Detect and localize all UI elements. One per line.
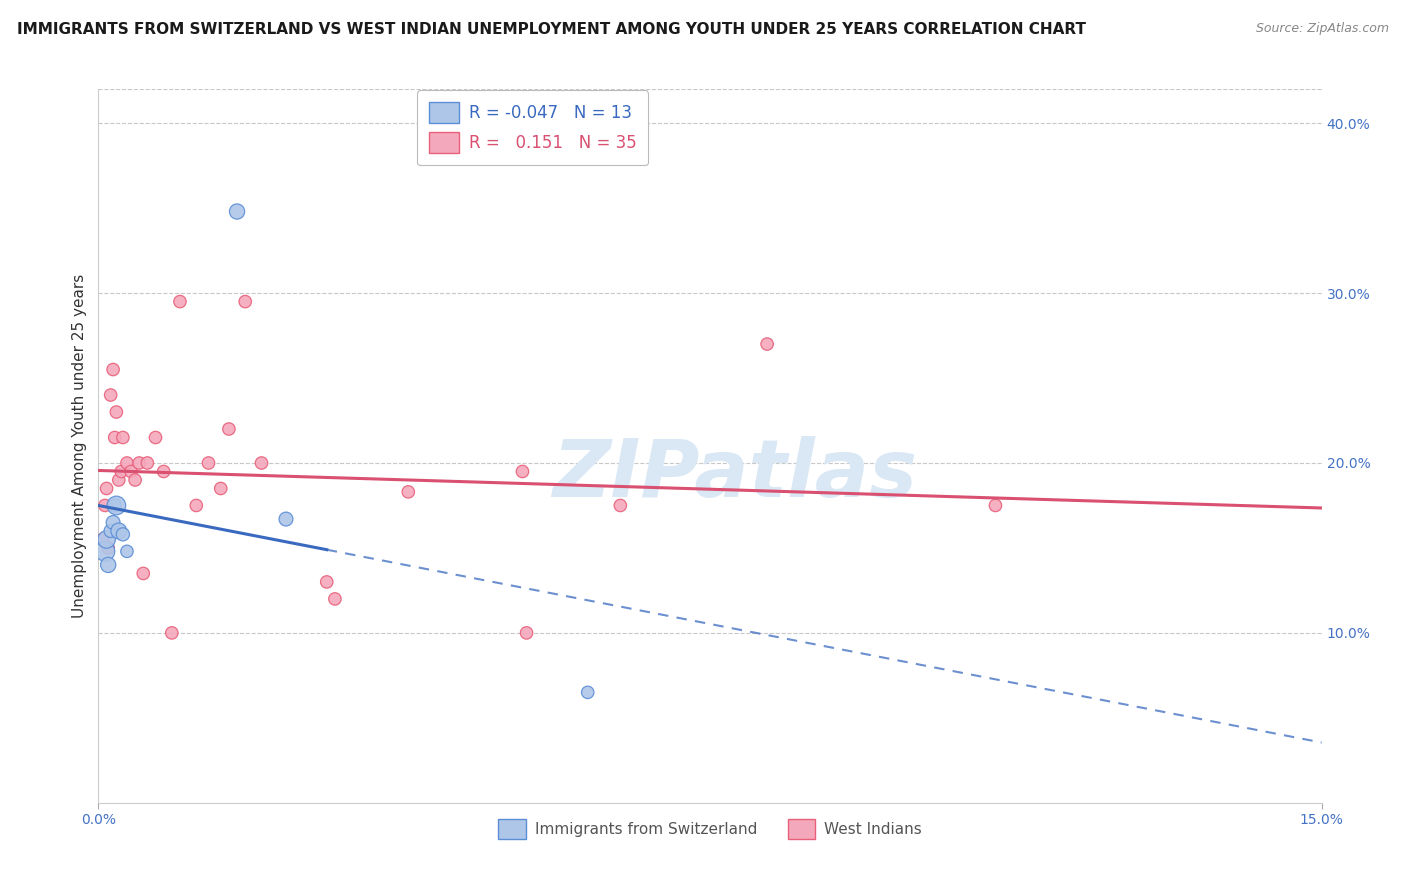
Point <box>315 574 337 589</box>
Point <box>115 544 138 558</box>
Text: ZIPatlas: ZIPatlas <box>553 435 917 514</box>
Point <box>209 482 232 496</box>
Point <box>233 294 256 309</box>
Legend: Immigrants from Switzerland, West Indians: Immigrants from Switzerland, West Indian… <box>492 814 928 845</box>
Point <box>108 473 131 487</box>
Point <box>91 533 114 547</box>
Point <box>756 337 779 351</box>
Point <box>96 533 118 547</box>
Point <box>128 456 150 470</box>
Text: Source: ZipAtlas.com: Source: ZipAtlas.com <box>1256 22 1389 36</box>
Point <box>124 473 146 487</box>
Point <box>132 566 155 581</box>
Point <box>111 430 134 444</box>
Point <box>120 465 142 479</box>
Point <box>101 362 124 376</box>
Point <box>169 294 191 309</box>
Point <box>226 204 249 219</box>
Point <box>100 388 122 402</box>
Point <box>152 465 174 479</box>
Point <box>97 558 120 572</box>
Point <box>136 456 159 470</box>
Text: IMMIGRANTS FROM SWITZERLAND VS WEST INDIAN UNEMPLOYMENT AMONG YOUTH UNDER 25 YEA: IMMIGRANTS FROM SWITZERLAND VS WEST INDI… <box>17 22 1085 37</box>
Point <box>274 512 297 526</box>
Point <box>110 465 132 479</box>
Point <box>609 499 631 513</box>
Point <box>197 456 219 470</box>
Point <box>108 524 131 538</box>
Point <box>218 422 240 436</box>
Point <box>105 499 128 513</box>
Point <box>104 430 127 444</box>
Point <box>94 499 117 513</box>
Point <box>250 456 273 470</box>
Point <box>104 499 127 513</box>
Point <box>323 591 346 606</box>
Point <box>396 484 419 499</box>
Point <box>516 626 538 640</box>
Point <box>111 527 134 541</box>
Point <box>105 405 128 419</box>
Point <box>576 685 599 699</box>
Point <box>160 626 183 640</box>
Point <box>512 465 534 479</box>
Point <box>115 456 138 470</box>
Point <box>96 482 118 496</box>
Point <box>145 430 167 444</box>
Point <box>984 499 1007 513</box>
Point <box>100 524 122 538</box>
Point <box>101 516 124 530</box>
Y-axis label: Unemployment Among Youth under 25 years: Unemployment Among Youth under 25 years <box>72 274 87 618</box>
Point <box>186 499 208 513</box>
Point <box>94 544 117 558</box>
Point <box>97 541 120 555</box>
